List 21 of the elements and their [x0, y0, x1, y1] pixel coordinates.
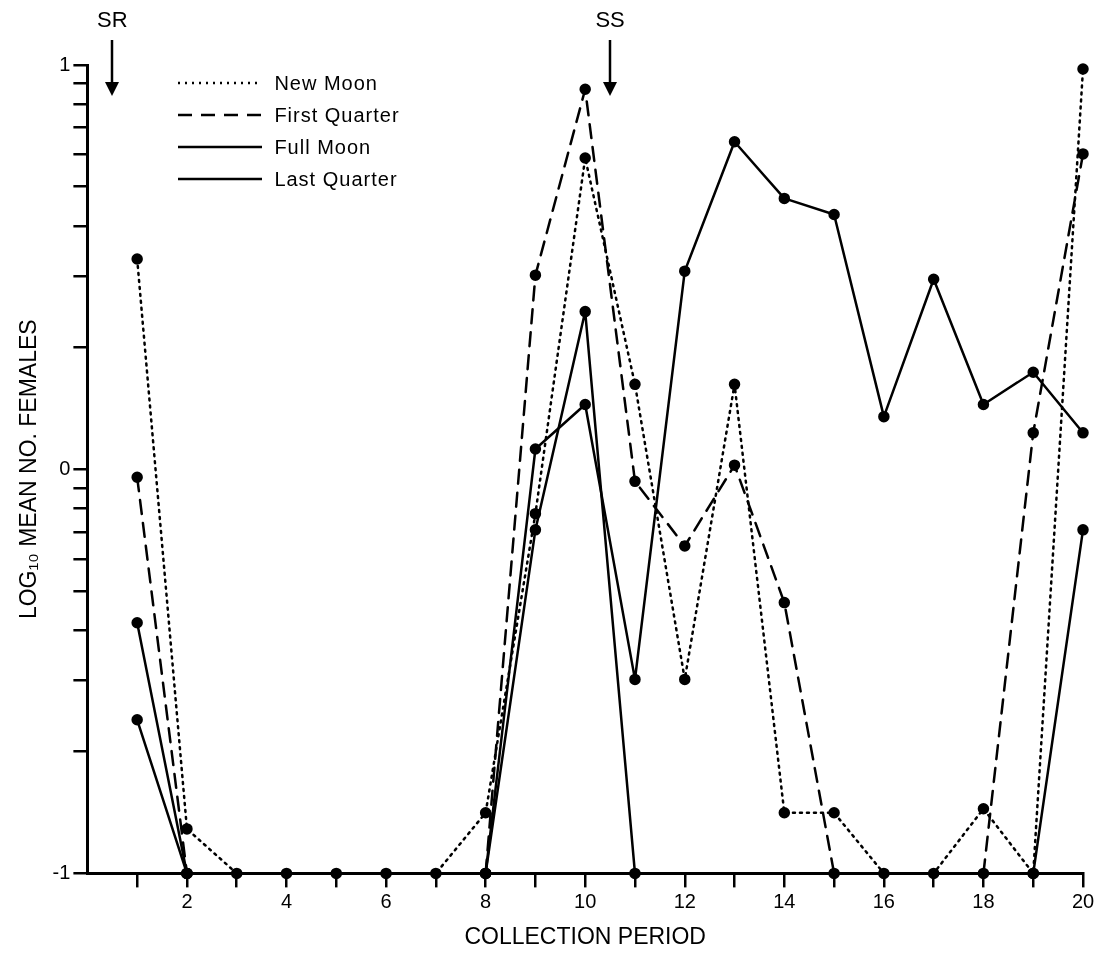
x-tick-label: 20	[1071, 889, 1095, 912]
x-tick-label: 16	[872, 889, 895, 912]
y-tick-label: -1	[52, 860, 71, 883]
x-tick-label: 10	[574, 889, 597, 912]
y-tick-label: 1	[59, 52, 71, 75]
x-tick-label: 12	[673, 889, 696, 912]
legend-label: Full Moon	[274, 135, 372, 159]
ref-line-label: SS	[595, 7, 625, 33]
y-tick-label: 0	[59, 456, 71, 479]
x-tick-label: 6	[380, 889, 392, 912]
legend-label: First Quarter	[274, 103, 400, 127]
x-tick-label: 4	[280, 889, 293, 912]
legend-label: New Moon	[274, 71, 378, 95]
y-axis-title: LOG₁₀ MEAN NO. FEMALES	[15, 319, 42, 620]
x-tick-label: 18	[972, 889, 995, 912]
x-axis-title: COLLECTION PERIOD	[464, 922, 706, 949]
x-tick-label: 14	[773, 889, 796, 912]
x-tick-label: 8	[480, 889, 492, 912]
x-tick-label: 2	[181, 889, 193, 912]
ref-line-label: SR	[96, 7, 128, 33]
legend-label: Last Quarter	[274, 167, 398, 191]
